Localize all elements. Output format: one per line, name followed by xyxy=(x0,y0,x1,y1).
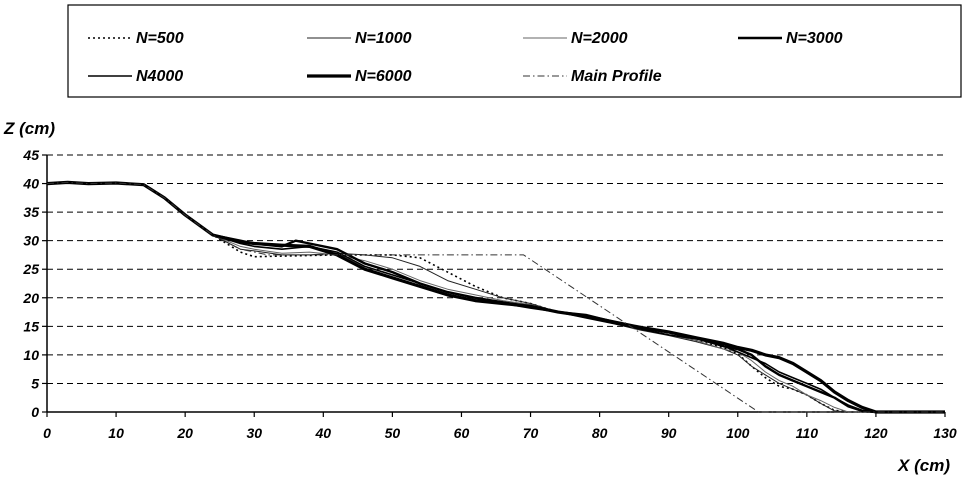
x-tick-label: 100 xyxy=(726,425,750,441)
x-tick-label: 50 xyxy=(385,425,401,441)
x-tick-label: 60 xyxy=(454,425,470,441)
y-tick-label: 40 xyxy=(22,176,39,192)
x-tick-label: 120 xyxy=(864,425,888,441)
series-line-7 xyxy=(46,181,945,413)
legend-box xyxy=(67,4,962,98)
y-tick-label: 0 xyxy=(31,404,39,420)
legend-label: N=3000 xyxy=(786,30,843,47)
x-tick-label: 130 xyxy=(933,425,957,441)
series-line-5 xyxy=(46,181,945,413)
series-line-4 xyxy=(46,181,945,414)
y-tick-label: 45 xyxy=(22,147,39,163)
legend-label: N=2000 xyxy=(571,30,628,47)
legend: N=500 N=1000 N=2000 N=3000 N4000 N=6000 Main P… xyxy=(88,30,843,85)
legend-label: N=6000 xyxy=(355,68,412,85)
legend-label: N=1000 xyxy=(355,30,412,47)
legend-label: N4000 xyxy=(136,68,183,85)
series-line-6 xyxy=(46,180,945,414)
y-tick-label: 30 xyxy=(23,233,39,249)
x-tick-label: 90 xyxy=(661,425,677,441)
x-tick-label: 20 xyxy=(176,425,193,441)
y-axis-label: Z (cm) xyxy=(3,119,55,138)
y-tick-label: 5 xyxy=(31,375,39,391)
x-tick-label: 30 xyxy=(246,425,262,441)
x-tick-label: 40 xyxy=(315,425,332,441)
y-tick-label: 25 xyxy=(22,261,39,277)
series-line-1 xyxy=(46,181,945,413)
y-tick-label: 20 xyxy=(22,290,39,306)
x-tick-label: 70 xyxy=(523,425,539,441)
series-lines xyxy=(46,180,945,414)
x-axis-label: X (cm) xyxy=(897,456,950,475)
x-tick-label: 10 xyxy=(108,425,124,441)
x-tick-label: 0 xyxy=(43,425,51,441)
y-tick-label: 15 xyxy=(23,318,39,334)
series-line-2 xyxy=(46,181,945,413)
y-tick-label: 35 xyxy=(23,204,39,220)
series-line-3 xyxy=(46,181,945,413)
legend-label: N=500 xyxy=(136,30,184,47)
y-tick-label: 10 xyxy=(23,347,39,363)
legend-label: Main Profile xyxy=(571,68,662,85)
x-tick-label: 80 xyxy=(592,425,608,441)
axes: 0 5 10 15 20 25 30 35 40 45 0 10 20 30 40 50 60 70 80 90 100… xyxy=(22,147,956,441)
grid-lines xyxy=(47,154,945,384)
x-tick-label: 110 xyxy=(796,425,819,441)
